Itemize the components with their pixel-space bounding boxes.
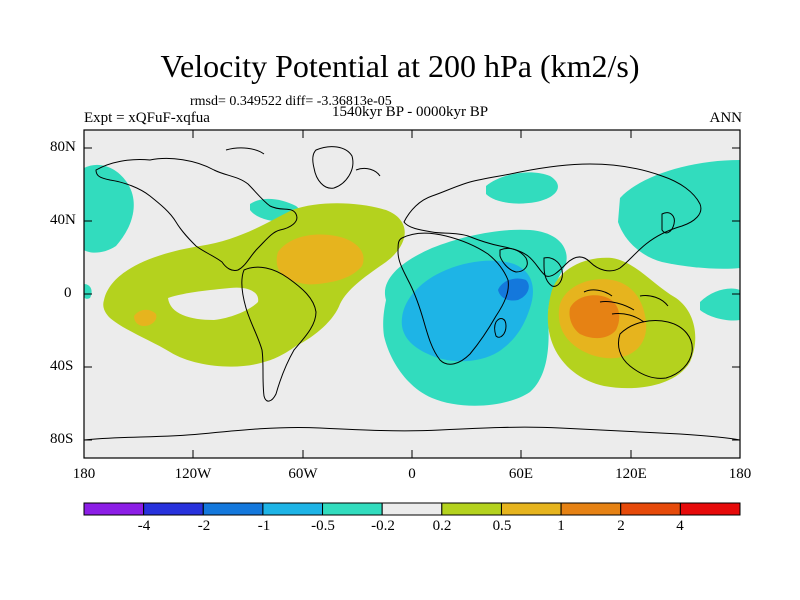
colorbar-label: 0.5 (492, 518, 512, 534)
period-text: 1540kyr BP - 0000kyr BP (331, 104, 489, 120)
colorbar-swatch (83, 502, 145, 516)
contour-neg-02-npacific (84, 164, 134, 253)
lat-ticks (84, 147, 740, 441)
contour-neg-02-spacific (700, 288, 740, 321)
colorbar-label: -4 (137, 518, 151, 534)
colorbar-label: 2 (617, 518, 625, 534)
colorbar-swatch (441, 502, 502, 516)
contour-neg-02-edge (84, 284, 92, 299)
lon-label-120e: 120E (615, 466, 647, 482)
stats-text: rmsd= 0.349522 diff= -3.36813e-05 (190, 94, 392, 109)
contour-pos-1-maritime (569, 295, 620, 339)
colorbar-label: -0.2 (371, 518, 395, 534)
contour-pos-05-epacific (134, 309, 157, 326)
contour-neg-1-indian (498, 278, 529, 301)
lon-label-0: 0 (408, 466, 416, 482)
experiment-label: Expt = xQFuF-xqfua (84, 110, 210, 126)
colorbar-label: -0.5 (311, 518, 335, 534)
lon-label-60e: 60E (508, 466, 534, 482)
colorbar-label: -1 (257, 518, 271, 534)
map-title: Velocity Potential at 200 hPa (km2/s) (160, 48, 640, 84)
colorbar-swatch (620, 502, 681, 516)
colorbar-swatch (202, 502, 264, 516)
contour-neg-02-nasia (486, 172, 558, 204)
colorbar-swatch (322, 502, 383, 516)
contour-pos-05-caribbean (276, 234, 364, 285)
colorbar-swatch (500, 502, 562, 516)
velocity-potential-field (84, 130, 740, 458)
colorbar-label: 4 (676, 518, 684, 534)
colorbar-swatch (381, 502, 443, 516)
season-label: ANN (709, 110, 743, 126)
lat-label-40n: 40N (50, 212, 76, 228)
colorbar (83, 502, 741, 516)
coastlines (84, 146, 740, 441)
lat-label-80s: 80S (50, 431, 74, 447)
colorbar-swatch (560, 502, 622, 516)
lat-label-0: 0 (64, 285, 72, 301)
colorbar-swatch (262, 502, 324, 516)
contour-neg-05-africa (401, 260, 533, 362)
colorbar-swatch (679, 502, 741, 516)
colorbar-label: 0.2 (432, 518, 452, 534)
lon-label-180w: 180 (72, 466, 96, 482)
lon-ticks (83, 130, 741, 458)
lon-label-60w: 60W (288, 466, 318, 482)
colorbar-label: -2 (197, 518, 211, 534)
lon-label-120w: 120W (174, 466, 212, 482)
lat-label-40s: 40S (50, 358, 74, 374)
lon-label-180e: 180 (728, 466, 752, 482)
colorbar-swatch (143, 502, 204, 516)
lat-label-80n: 80N (50, 139, 76, 155)
colorbar-label: 1 (557, 518, 565, 534)
